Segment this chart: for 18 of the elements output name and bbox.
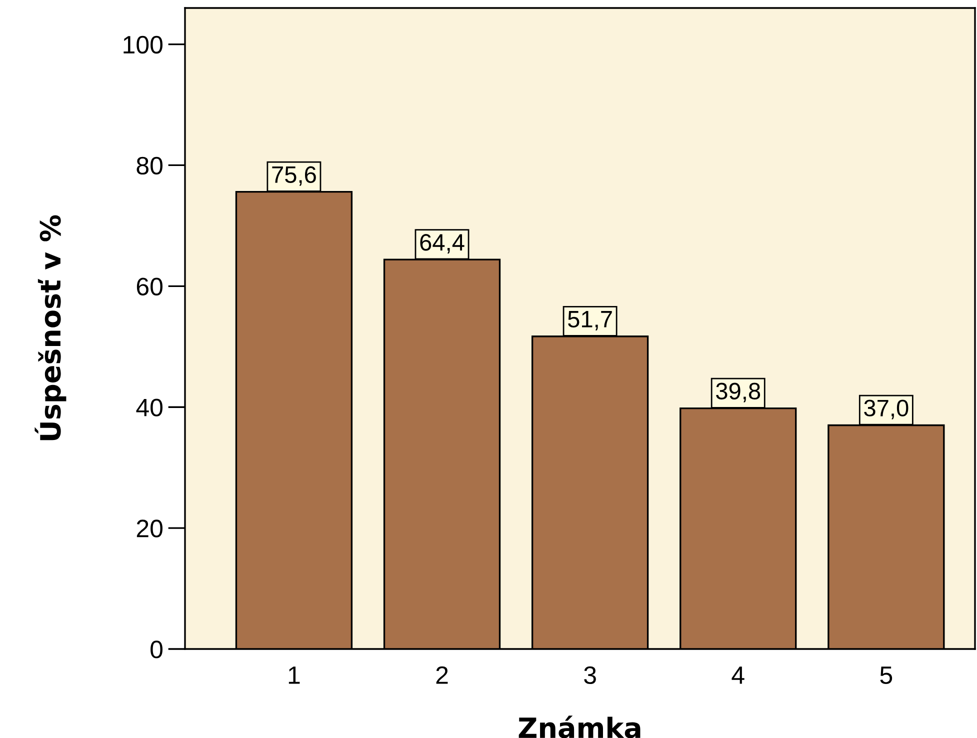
data-label: 51,7 bbox=[568, 311, 612, 330]
x-tick-label: 5 bbox=[880, 666, 892, 684]
x-axis-title: Známka bbox=[518, 716, 640, 738]
y-tick-label: 0 bbox=[150, 640, 162, 658]
data-label: 64,4 bbox=[420, 234, 464, 254]
y-tick-label: 60 bbox=[136, 278, 162, 296]
x-tick-label: 3 bbox=[584, 666, 596, 684]
data-label: 75,6 bbox=[272, 166, 316, 186]
y-tick-label: 80 bbox=[136, 156, 162, 175]
x-tick-label: 4 bbox=[732, 666, 744, 684]
x-tick-label: 2 bbox=[436, 666, 448, 684]
y-tick-label: 40 bbox=[136, 398, 162, 416]
y-tick-label: 100 bbox=[124, 36, 162, 54]
data-label: 37,0 bbox=[864, 400, 908, 420]
data-label: 39,8 bbox=[716, 382, 760, 402]
x-tick-label: 1 bbox=[288, 666, 300, 684]
y-axis-title: Úspešnosť v % bbox=[34, 215, 66, 440]
y-tick-label: 20 bbox=[136, 520, 162, 538]
